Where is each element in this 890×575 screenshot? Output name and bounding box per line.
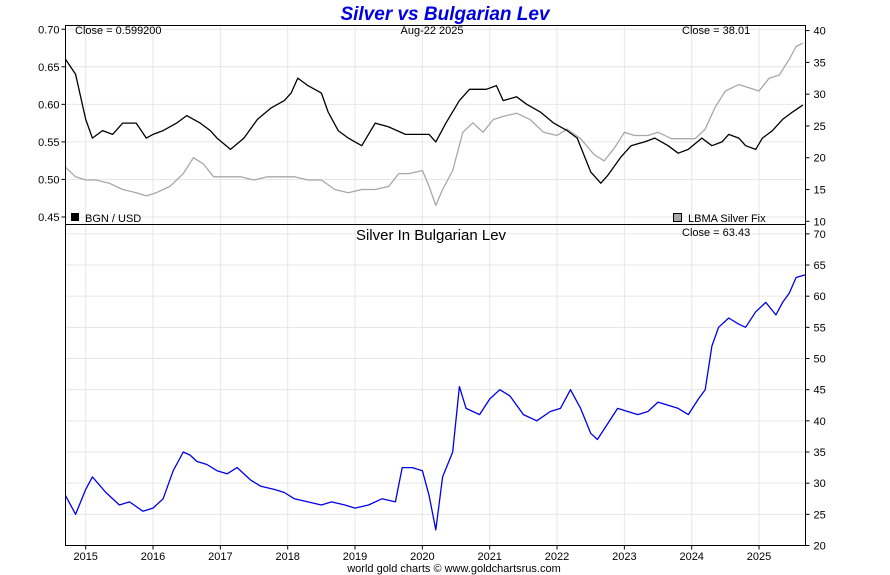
top-right-axis: 10 15 20 25 30 35 40	[805, 26, 826, 228]
bottom-right-tick-label: 30	[814, 478, 826, 490]
top-right-tick-label: 20	[814, 153, 826, 165]
legend-swatch-silver-fix	[673, 213, 682, 222]
series-line-lbma-silver-fix	[65, 42, 804, 207]
bottom-right-tick-label: 60	[814, 291, 826, 303]
top-panel-frame	[65, 25, 806, 225]
x-tick-label: 2015	[73, 551, 97, 563]
legend-swatch-bgn-usd	[71, 213, 79, 221]
bottom-right-tick-label: 50	[814, 354, 826, 366]
x-tick-label: 2018	[275, 551, 299, 563]
top-left-tick-label: 0.60	[38, 99, 59, 111]
series-line-bgn-usd	[64, 58, 804, 184]
legend-label-bgn-usd: BGN / USD	[85, 213, 141, 225]
bottom-panel-title: Silver In Bulgarian Lev	[356, 227, 507, 244]
top-left-close-label: Close = 0.599200	[75, 25, 162, 37]
top-right-tick-label: 10	[814, 216, 826, 228]
bottom-right-tick-label: 45	[814, 385, 826, 397]
top-left-tick-label: 0.65	[38, 62, 59, 74]
top-left-tick-label: 0.50	[38, 174, 59, 186]
x-tick-label: 2020	[410, 551, 434, 563]
top-date-label: Aug-22 2025	[401, 25, 464, 37]
top-panel-series	[64, 42, 804, 207]
top-left-tick-label: 0.45	[38, 212, 59, 224]
top-right-tick-label: 25	[814, 121, 826, 133]
bottom-right-tick-label: 25	[814, 509, 826, 521]
top-panel-grid	[65, 25, 806, 225]
series-line-silver-in-lev	[64, 274, 806, 531]
top-left-tick-label: 0.70	[38, 24, 59, 36]
x-tick-label: 2024	[679, 551, 703, 563]
bottom-panel-frame	[65, 224, 806, 546]
bottom-panel-series	[64, 274, 806, 531]
x-tick-label: 2021	[477, 551, 501, 563]
bottom-right-tick-label: 65	[814, 260, 826, 272]
credit-line: world gold charts © www.goldchartsrus.co…	[346, 563, 561, 575]
chart-title: Silver vs Bulgarian Lev	[340, 4, 551, 25]
x-axis: 2015 2016 2017 2018 2019 2020 2021 2022 2023 2024…	[73, 545, 771, 563]
bottom-right-tick-label: 40	[814, 416, 826, 428]
bottom-right-tick-label: 35	[814, 447, 826, 459]
bottom-right-axis: 20 25 30 35 40 45 50 55 60 65 70	[805, 229, 826, 553]
bottom-right-close-label: Close = 63.43	[682, 227, 750, 239]
x-tick-label: 2017	[208, 551, 232, 563]
x-tick-label: 2023	[612, 551, 636, 563]
bottom-panel-grid	[65, 224, 806, 546]
bottom-right-tick-label: 70	[814, 229, 826, 241]
legend-label-silver-fix: LBMA Silver Fix	[688, 213, 766, 225]
top-right-close-label: Close = 38.01	[682, 25, 750, 37]
top-left-tick-label: 0.55	[38, 137, 59, 149]
bottom-right-tick-label: 55	[814, 322, 826, 334]
bottom-right-tick-label: 20	[814, 541, 826, 553]
top-left-axis: 0.45 0.50 0.55 0.60 0.65 0.70	[38, 24, 66, 224]
top-right-tick-label: 35	[814, 57, 826, 69]
top-right-tick-label: 15	[814, 185, 826, 197]
top-right-tick-label: 30	[814, 89, 826, 101]
x-tick-label: 2022	[545, 551, 569, 563]
x-tick-label: 2025	[747, 551, 771, 563]
x-tick-label: 2016	[141, 551, 165, 563]
top-right-tick-label: 40	[814, 26, 826, 38]
x-tick-label: 2019	[343, 551, 367, 563]
